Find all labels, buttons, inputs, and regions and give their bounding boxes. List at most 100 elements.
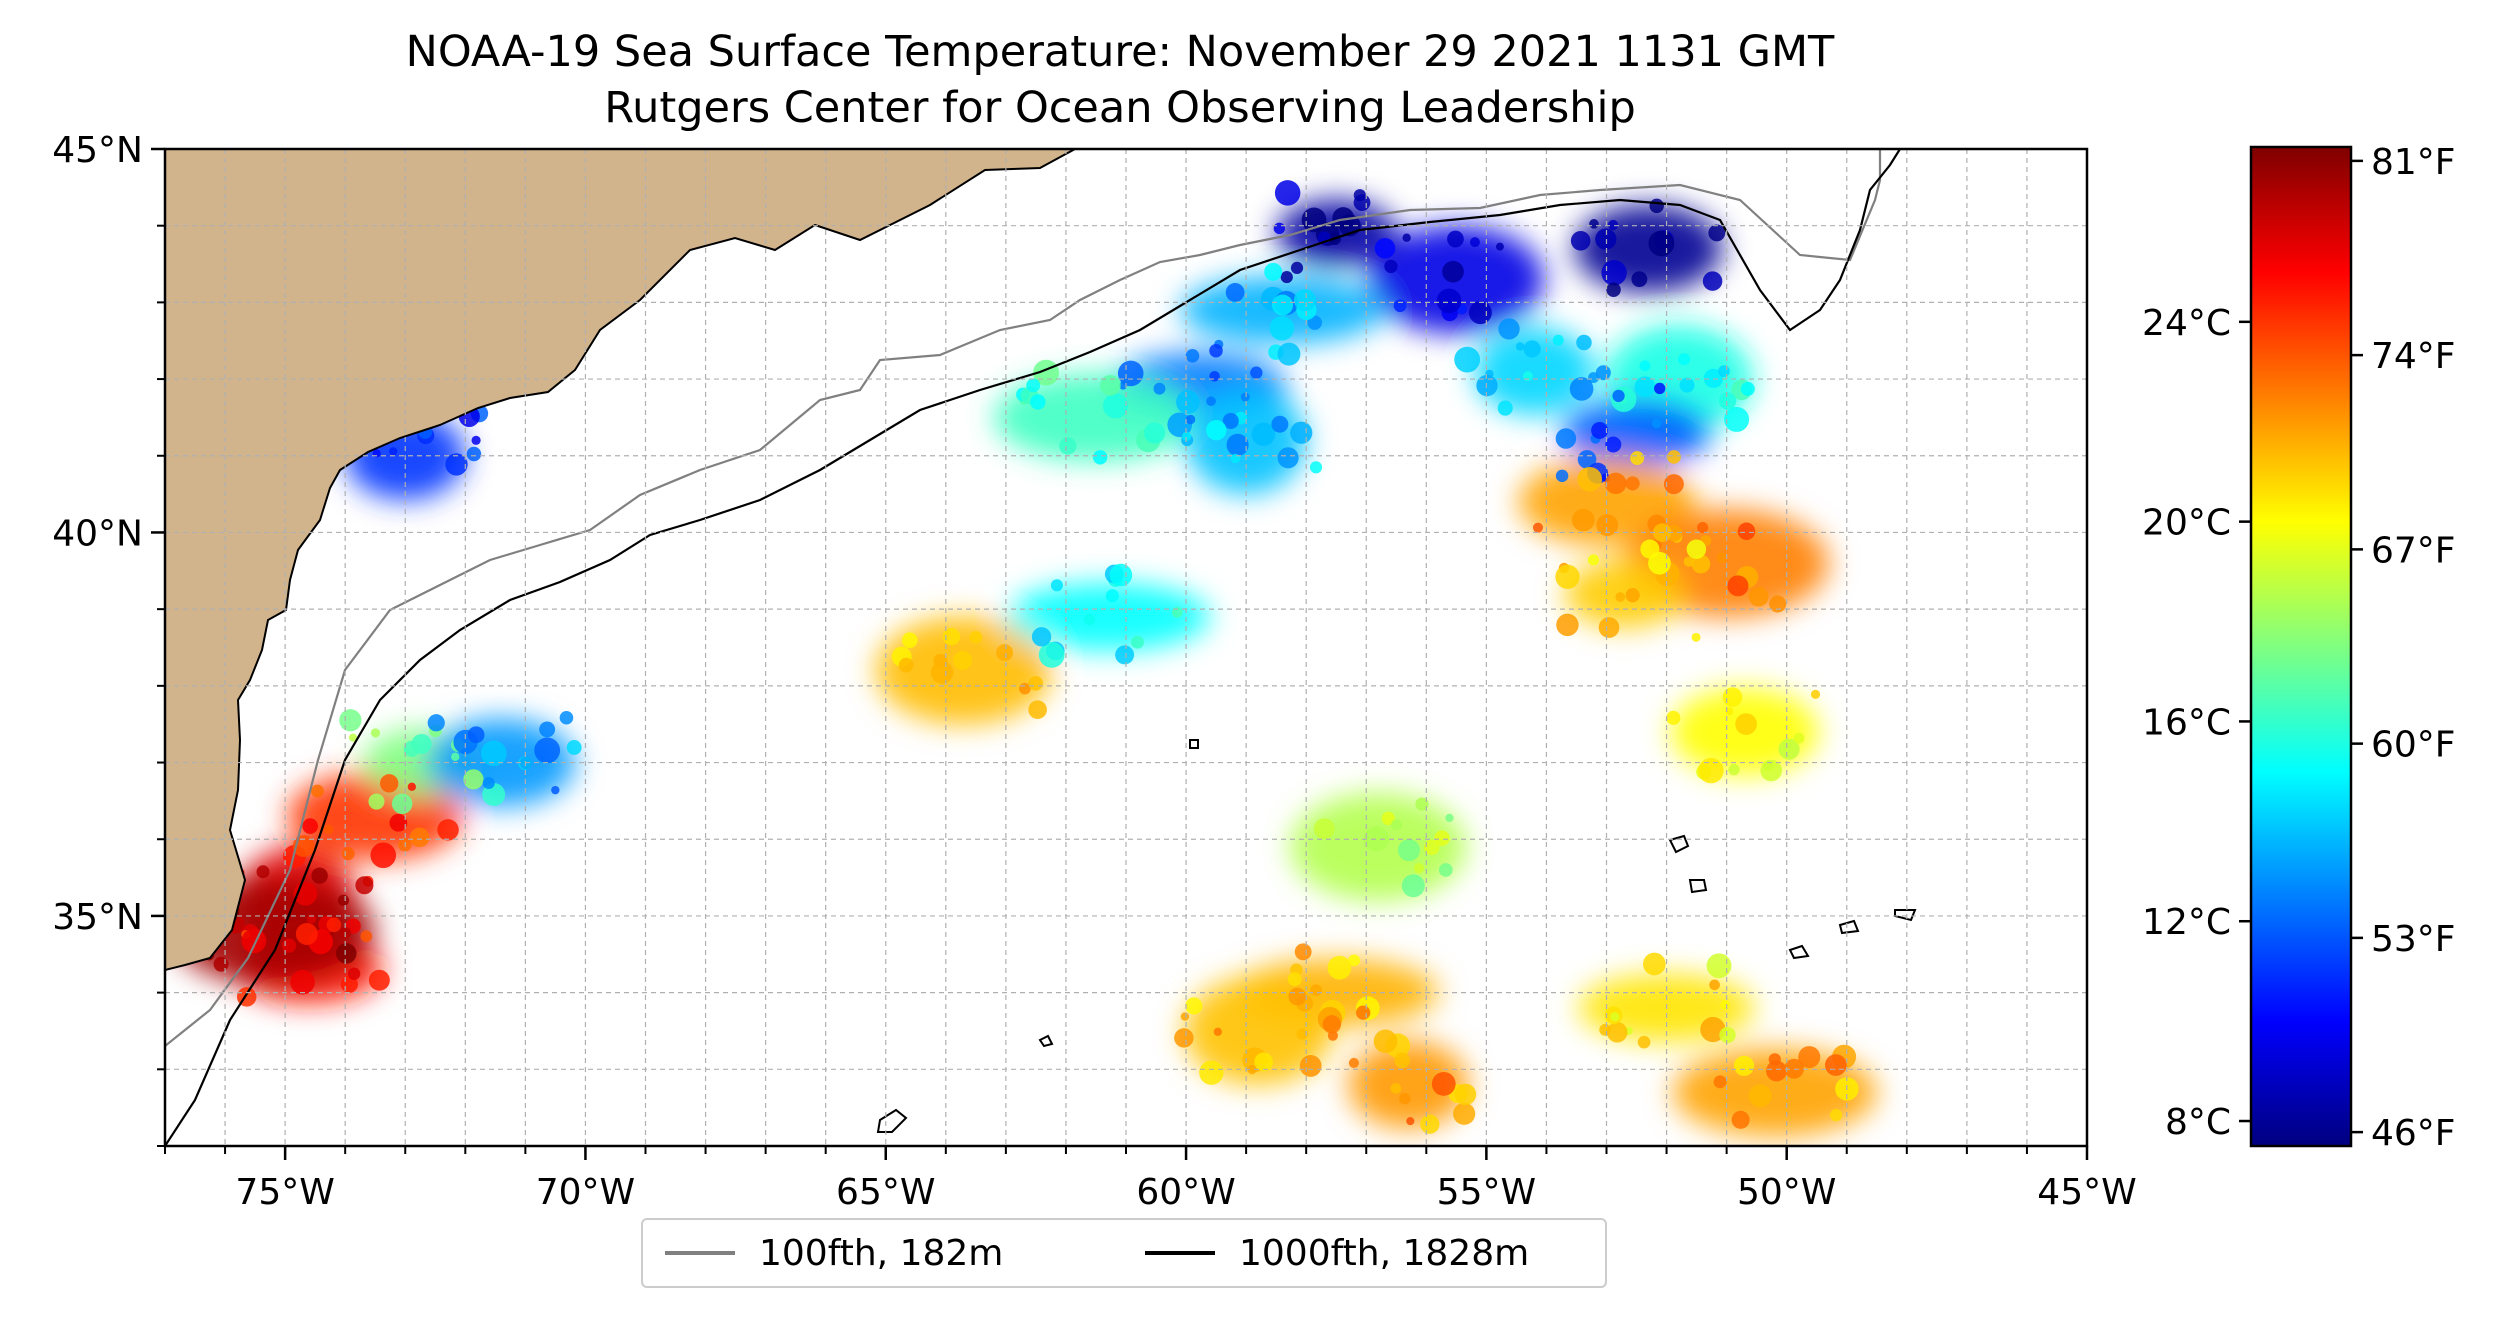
sst-pixel — [1399, 1093, 1411, 1105]
seamount-contour — [876, 1108, 908, 1133]
sst-pixel — [1348, 954, 1361, 967]
sst-pixel — [1105, 589, 1119, 603]
sst-pixel — [551, 785, 560, 795]
sst-pixel — [1654, 382, 1666, 395]
sst-pixel — [1185, 414, 1196, 425]
x-tick-label: 55°W — [1437, 1172, 1536, 1213]
sst-pixel — [1697, 521, 1709, 534]
sst-pixel — [1384, 259, 1398, 274]
y-tick-label: 40°N — [52, 513, 143, 554]
sst-pixel — [1725, 707, 1734, 716]
sst-pixel — [1523, 340, 1541, 358]
colorbar-celsius-label: 20°C — [2142, 503, 2231, 544]
sst-pixel — [368, 793, 385, 810]
sst-pixel — [1468, 301, 1492, 325]
sst-pixel — [1176, 390, 1200, 414]
x-tick-label: 45°W — [2037, 1172, 2136, 1213]
sst-pixel — [1038, 641, 1065, 668]
sst-pixel — [930, 661, 954, 684]
colorbar-fahrenheit-label: 60°F — [2371, 725, 2456, 766]
sst-pixel — [1240, 392, 1250, 402]
sst-pixel — [1724, 406, 1750, 432]
sst-pixel — [1391, 819, 1403, 831]
sst-pixel — [1280, 270, 1293, 284]
legend: 100fth, 182m 1000fth, 1828m — [641, 1218, 1607, 1288]
colorbar-celsius-label: 12°C — [2142, 902, 2231, 943]
sst-pixel — [1130, 635, 1144, 649]
sst-pixel — [933, 653, 948, 668]
sst-pixel — [1631, 271, 1648, 288]
sst-pixel — [1720, 1000, 1730, 1010]
sst-pixel — [281, 938, 297, 953]
sst-pixel — [1420, 1114, 1440, 1134]
sst-pixel — [341, 847, 355, 861]
sst-pixel — [1397, 839, 1420, 862]
sst-pixel — [1700, 1016, 1726, 1043]
sst-pixel — [1760, 759, 1782, 782]
seamount-contour — [1668, 834, 1690, 854]
sst-pixel — [1740, 381, 1755, 396]
sst-pixel — [1272, 294, 1293, 316]
sst-pixel — [1598, 617, 1620, 638]
sst-pixel — [241, 928, 267, 954]
sst-pixel — [213, 956, 229, 972]
sst-pixel — [1222, 412, 1239, 430]
sst-pixel — [901, 632, 918, 649]
axes-ticks: 75°W 70°W 65°W 60°W 55°W 50°W 45°W 45°N 40°N 35°N — [52, 130, 2136, 1213]
sst-pixel — [1498, 318, 1520, 340]
sst-pixel — [1299, 1055, 1322, 1077]
sst-pixel — [1434, 830, 1450, 847]
sst-pixel — [1313, 818, 1335, 840]
sst-pixel — [1209, 371, 1220, 382]
sst-pixel — [1287, 972, 1302, 987]
sst-pixel — [1031, 627, 1052, 647]
sst-pixel — [1171, 606, 1183, 618]
sst-pixel — [1640, 539, 1660, 559]
sst-pixel — [290, 969, 315, 995]
sst-patch — [1005, 582, 1210, 651]
sst-pixel — [389, 447, 398, 456]
sst-pixel — [1099, 374, 1121, 396]
sst-pixel — [1364, 826, 1390, 852]
sst-pixel — [1348, 1057, 1359, 1068]
sst-pixel — [1679, 377, 1695, 393]
sst-pixel — [339, 709, 362, 732]
sst-pixel — [256, 865, 270, 879]
sst-pixel — [1059, 437, 1077, 455]
sst-pixel — [1748, 586, 1769, 607]
sst-pixel — [1296, 1028, 1308, 1040]
sst-pixel — [1206, 396, 1216, 407]
sst-pixel — [1591, 421, 1609, 439]
sst-pixel — [1050, 579, 1063, 592]
sst-pixel — [1607, 219, 1619, 231]
sst-patch — [1348, 1040, 1469, 1129]
sst-pixel — [1731, 1110, 1750, 1129]
sst-pixel — [1691, 554, 1711, 574]
sst-pixel — [1766, 1060, 1787, 1082]
sst-pixel — [1264, 262, 1283, 281]
sst-pixel — [1109, 563, 1133, 587]
sst-pixel — [1476, 374, 1498, 397]
sst-pixel — [1413, 862, 1425, 874]
sst-pixel — [1698, 757, 1724, 784]
sst-pixel — [1271, 415, 1289, 433]
sst-pixel — [1436, 288, 1462, 314]
sst-pixel — [1727, 575, 1749, 597]
legend-label-100fth: 100fth, 182m — [759, 1232, 1004, 1274]
sst-pixel — [311, 784, 324, 798]
sst-pixel — [1784, 1058, 1805, 1079]
x-tick-label: 65°W — [836, 1172, 935, 1213]
y-tick-label: 45°N — [52, 130, 143, 171]
map-area — [163, 147, 2089, 1148]
sst-pixel — [1117, 360, 1144, 387]
sst-pixel — [1401, 874, 1425, 898]
sst-pixel — [1182, 431, 1192, 441]
sst-pixel — [1601, 259, 1627, 286]
sst-pixel — [1532, 522, 1544, 533]
grid-layer — [164, 148, 2088, 1147]
sst-pixel — [380, 774, 399, 793]
sst-pixel — [1327, 955, 1352, 980]
sst-pixel — [969, 630, 983, 644]
